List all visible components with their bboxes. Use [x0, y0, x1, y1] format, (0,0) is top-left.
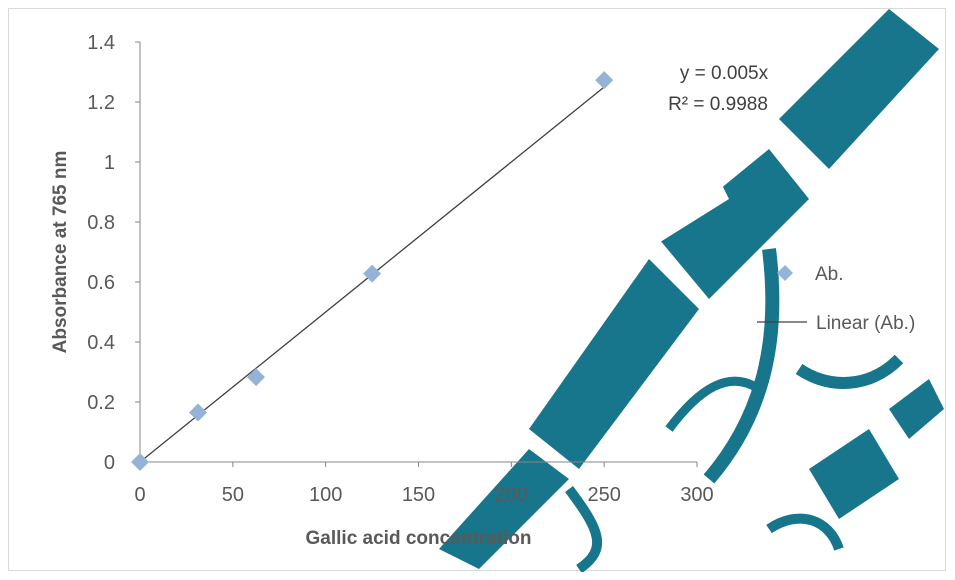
- trendline-equation: y = 0.005x: [680, 63, 769, 84]
- y-tick-label: 0.4: [87, 332, 115, 354]
- y-tick-label: 1.2: [87, 92, 115, 114]
- legend-marker-diamond: [777, 265, 793, 281]
- labels: Gallic acid concentration Absorbance at 7…: [50, 63, 915, 549]
- x-tick-label: 250: [587, 484, 620, 506]
- y-axis-title: Absorbance at 765 nm: [50, 151, 71, 354]
- y-tick-label: 0.2: [87, 392, 115, 414]
- y-tick-label: 0.8: [87, 212, 115, 234]
- y-tick-label: 1: [104, 152, 115, 174]
- y-tick-label: 0: [104, 452, 115, 474]
- data-points: [131, 71, 613, 471]
- x-tick-label: 200: [495, 484, 528, 506]
- scatter-chart: 0 0.2 0.4 0.6 0.8 1 1.2 1.4 0 50 100 150 200 250 300 G…: [9, 9, 947, 572]
- x-tick-label: 300: [680, 484, 713, 506]
- data-point: [247, 368, 265, 386]
- x-tick-label: 50: [222, 484, 244, 506]
- legend-label-series: Ab.: [815, 264, 844, 285]
- chart-frame: 0 0.2 0.4 0.6 0.8 1 1.2 1.4 0 50 100 150 200 250 300 G…: [8, 8, 946, 571]
- axes: 0 0.2 0.4 0.6 0.8 1 1.2 1.4 0 50 100 150 200 250 300: [87, 32, 714, 506]
- x-axis-title: Gallic acid concentration: [306, 528, 532, 549]
- legend-label-trendline: Linear (Ab.): [816, 313, 915, 334]
- x-tick-label: 0: [134, 484, 145, 506]
- data-point: [189, 404, 207, 422]
- trendline-r-squared: R² = 0.9988: [668, 94, 768, 115]
- y-tick-label: 0.6: [87, 272, 115, 294]
- data-point: [595, 71, 613, 89]
- x-tick-label: 150: [402, 484, 435, 506]
- x-tick-label: 100: [309, 484, 342, 506]
- data-point: [131, 453, 149, 471]
- y-tick-label: 1.4: [87, 32, 115, 54]
